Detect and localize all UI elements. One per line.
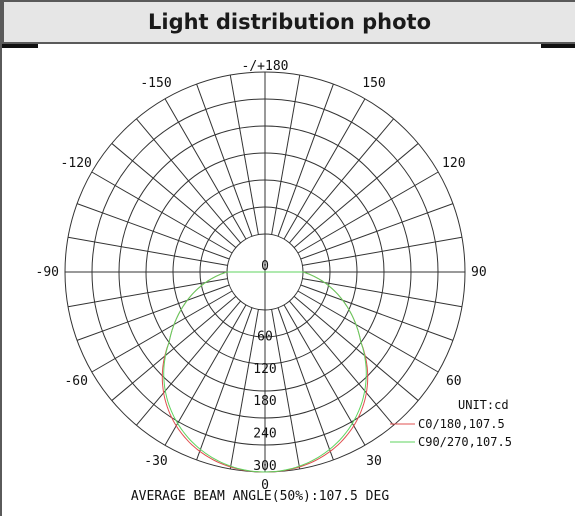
angle-tick-label: 30 [366, 454, 382, 469]
angle-tick-label: 0 [261, 478, 269, 493]
radial-tick-label: 180 [253, 394, 276, 409]
grid-spoke [289, 300, 394, 426]
grid-spoke [297, 171, 439, 254]
grid-spoke [164, 98, 247, 240]
grid-spoke [302, 236, 463, 266]
grid-spoke [293, 143, 419, 248]
grid-spoke [91, 290, 233, 373]
unit-label: UNIT:cd [458, 398, 509, 412]
radial-tick-label: 60 [257, 329, 273, 344]
grid-spoke [76, 203, 230, 260]
angle-tick-label: -150 [140, 76, 171, 91]
grid-spoke [196, 83, 253, 237]
grid-spoke [91, 171, 233, 254]
grid-spoke [111, 296, 237, 401]
grid-spoke [229, 309, 259, 470]
angle-tick-label: 150 [362, 76, 385, 91]
grid-spoke [277, 83, 334, 237]
legend-entry: C90/270,107.5 [418, 435, 512, 449]
grid-spoke [111, 143, 237, 248]
radial-tick-label: 0 [261, 259, 269, 274]
angle-tick-label: -/+180 [242, 59, 289, 74]
angle-tick-label: -90 [36, 265, 59, 280]
radial-tick-label: 240 [253, 427, 276, 442]
angle-tick-label: -60 [64, 374, 87, 389]
polar-curves [161, 271, 369, 473]
grid-spoke [196, 307, 253, 461]
header-rule-left [2, 44, 38, 48]
grid-spoke [300, 284, 454, 341]
grid-spoke [293, 296, 419, 401]
grid-spoke [300, 203, 454, 260]
grid-spoke [277, 307, 334, 461]
grid-spoke [136, 300, 241, 426]
chart-legend: UNIT:cd C0/180,107.5 C90/270,107.5 [390, 398, 512, 449]
polar-labels: -/+180 150 -150 120 -120 90 -90 60 -60 30 -30 0 0 60 1… [36, 59, 487, 504]
angle-tick-label: -30 [144, 454, 167, 469]
radial-tick-label: 300 [253, 459, 276, 474]
panel-title: Light distribution photo [147, 10, 432, 34]
grid-spoke [67, 278, 228, 308]
grid-spoke [289, 118, 394, 244]
legend-entry: C0/180,107.5 [418, 417, 505, 431]
grid-spoke [164, 304, 247, 446]
grid-spoke [283, 98, 366, 240]
grid-spoke [297, 290, 439, 373]
polar-grid [64, 71, 466, 473]
grid-spoke [283, 304, 366, 446]
series-line-c90-270 [163, 271, 367, 473]
grid-spoke [271, 74, 301, 235]
angle-tick-label: 90 [471, 265, 487, 280]
radial-tick-label: 120 [253, 362, 276, 377]
angle-tick-label: 120 [442, 156, 465, 171]
angle-tick-label: 60 [446, 374, 462, 389]
panel-header: Light distribution photo [2, 0, 575, 44]
grid-spoke [229, 74, 259, 235]
grid-spoke [76, 284, 230, 341]
angle-tick-label: -120 [61, 156, 92, 171]
beam-angle-footer: AVERAGE BEAM ANGLE(50%):107.5 DEG [131, 489, 389, 504]
grid-spoke [271, 309, 301, 470]
grid-spoke [67, 236, 228, 266]
grid-spoke [136, 118, 241, 244]
header-rule-right [541, 44, 575, 48]
grid-spoke [302, 278, 463, 308]
